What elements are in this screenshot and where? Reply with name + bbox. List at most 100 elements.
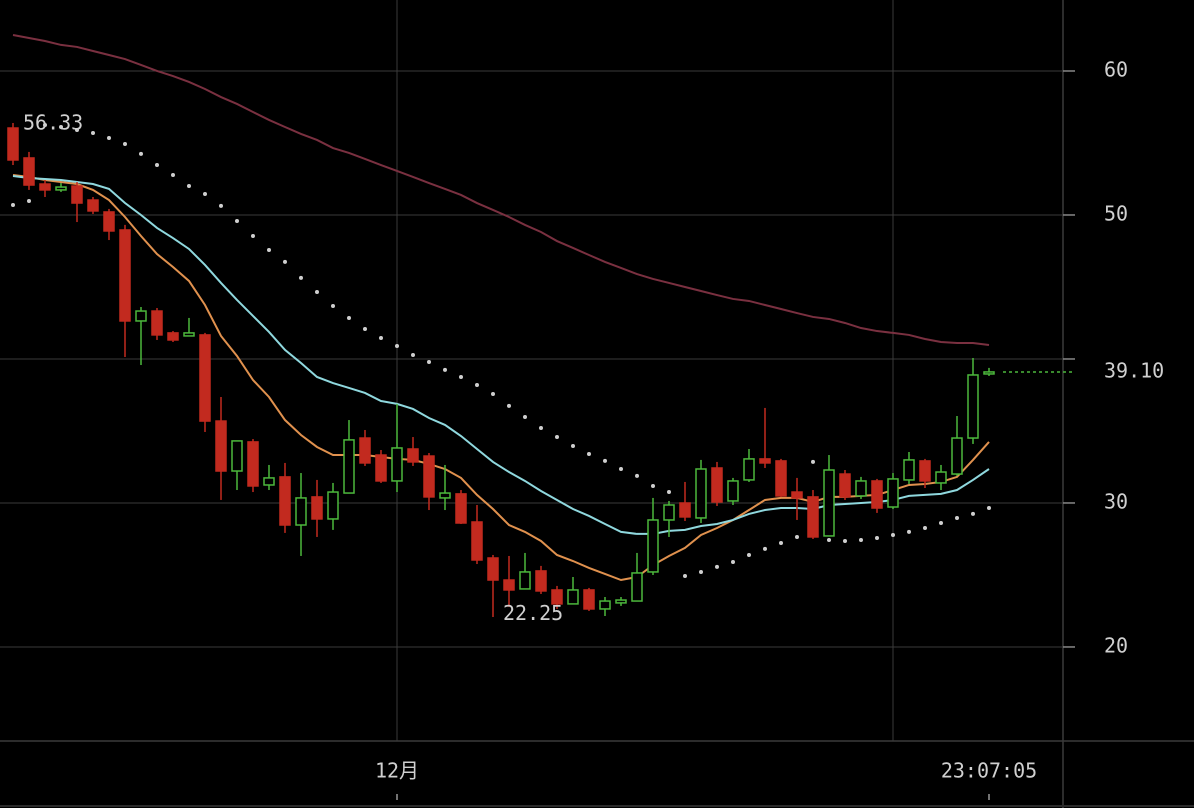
sar-dot [795,534,799,539]
sar-dot [939,520,943,525]
sar-dot [235,219,239,224]
sar-dot [299,275,303,280]
candle-body [135,310,147,322]
candle-body [695,468,707,519]
sar-dot [139,151,143,156]
y-tick-label: 20 [1104,633,1128,657]
candle-body [583,589,595,610]
sar-dot [523,415,527,420]
candle-body [759,458,771,464]
candle-body [599,600,611,610]
candle-body [631,572,643,602]
sar-dot [859,537,863,542]
moving-average-line [12,173,990,582]
sar-dot [875,535,879,540]
candle-body [471,521,483,561]
candle-body [647,519,659,573]
high-label: 56.33 [23,110,83,134]
candle-body [39,183,51,191]
candle-body [407,448,419,463]
sar-dot [731,560,735,565]
sar-dot [651,483,655,488]
sar-dot [891,532,895,537]
sar-dot [171,172,175,177]
candle-body [183,332,195,337]
candle-body [327,491,339,520]
candle-body [679,502,691,518]
sar-dot [91,131,95,136]
candle-body [343,439,355,494]
candle-body [839,473,851,498]
candle-body [151,310,163,336]
candle-body [455,493,467,524]
sar-dot [667,490,671,495]
sar-dot [923,526,927,531]
candle-body [71,185,83,204]
candle-body [295,497,307,526]
candle-body [391,447,403,482]
sar-dot [347,315,351,320]
low-label: 22.25 [503,601,563,625]
sar-dot [763,546,767,551]
candle-body [919,460,931,482]
sar-dot [603,458,607,463]
sar-dot [11,203,15,208]
sar-dot [987,506,991,511]
candle-body [279,476,291,526]
sar-dot [315,290,319,295]
sar-dot [971,511,975,516]
y-tick-label: 60 [1104,57,1128,81]
x-tick-label: 23:07:05 [941,759,1037,783]
candle-body [743,458,755,481]
sar-dot [219,203,223,208]
candle-body [87,199,99,212]
sar-dot [123,141,127,146]
candle-body [55,186,67,191]
sar-dot [187,184,191,189]
candle-body [967,374,979,439]
sar-dot [635,473,639,478]
candle-body [7,127,19,161]
candle-body [119,229,131,322]
sar-dot [539,425,543,430]
sar-dot [491,391,495,396]
sar-dot [75,128,79,133]
candle-body [263,477,275,486]
candle-body [215,420,227,472]
candle-body [951,437,963,475]
sar-dot [27,199,31,204]
candle-body [359,437,371,464]
sar-dot [475,383,479,388]
sar-dot [843,538,847,543]
sar-dot [747,552,751,557]
candle-body [903,459,915,481]
sar-dot [331,303,335,308]
candle-body [23,157,35,186]
sar-dot [411,352,415,357]
candle-body [775,460,787,497]
candle-body [167,332,179,341]
candle-body [311,496,323,520]
sar-dot [251,234,255,239]
candle-body [487,557,499,581]
y-tick-label: 30 [1104,489,1128,513]
candle-body [567,589,579,605]
sar-dot [443,367,447,372]
moving-average-line [12,34,990,347]
sar-dot [907,529,911,534]
sar-dot [779,541,783,546]
candle-body [855,480,867,497]
candle-body [823,469,835,537]
sar-dot [955,515,959,520]
sar-dot [107,135,111,140]
sar-dot [427,360,431,365]
candle-body [871,480,883,509]
sar-dot [683,573,687,578]
candle-body [791,491,803,499]
y-tick-label: 50 [1104,201,1128,225]
candle-body [103,211,115,232]
candle-body [727,480,739,502]
candle-body [199,334,211,422]
